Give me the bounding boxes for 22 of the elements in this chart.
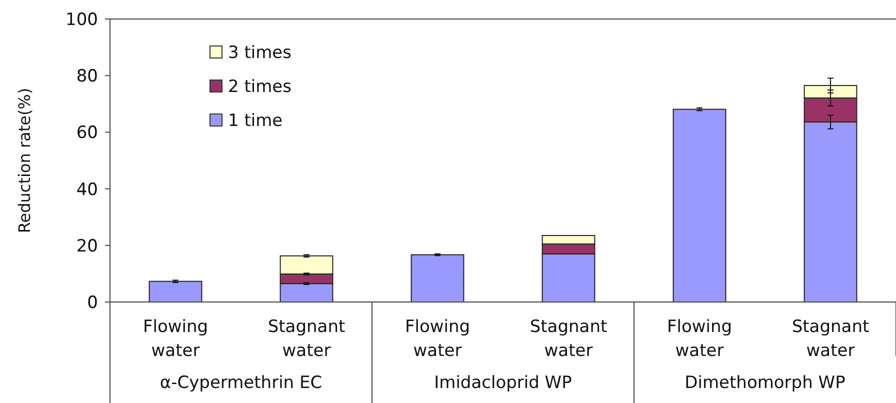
bar	[672, 108, 726, 302]
bar	[148, 280, 202, 302]
y-axis-title: Reduction rate(%)	[15, 88, 34, 234]
x-tick-label: Flowing water	[666, 317, 732, 361]
y-tick-label: 40	[76, 180, 98, 200]
x-tick-label: Stagnant water	[792, 317, 870, 361]
bar	[410, 254, 464, 302]
x-tick-label: Flowing water	[404, 317, 470, 361]
legend-label: 3 times	[228, 42, 292, 63]
legend-label: 2 times	[228, 76, 292, 97]
y-tick-label: 100	[66, 10, 98, 30]
text: Imidacloprid WP	[434, 373, 572, 393]
y-tick-label: 60	[76, 123, 98, 144]
y-tick-label: 80	[76, 66, 98, 87]
x-tick-label: Stagnant water	[268, 317, 346, 361]
text: Dimethomorph WP	[684, 373, 846, 393]
text: α-Cypermethrin EC	[160, 373, 322, 393]
legend-label: 1 time	[228, 110, 283, 131]
y-tick-label: 20	[76, 236, 98, 256]
x-tick-label: Flowing water	[142, 317, 208, 361]
y-tick-label: 0	[87, 292, 98, 313]
x-tick-label: Stagnant water	[530, 317, 608, 361]
